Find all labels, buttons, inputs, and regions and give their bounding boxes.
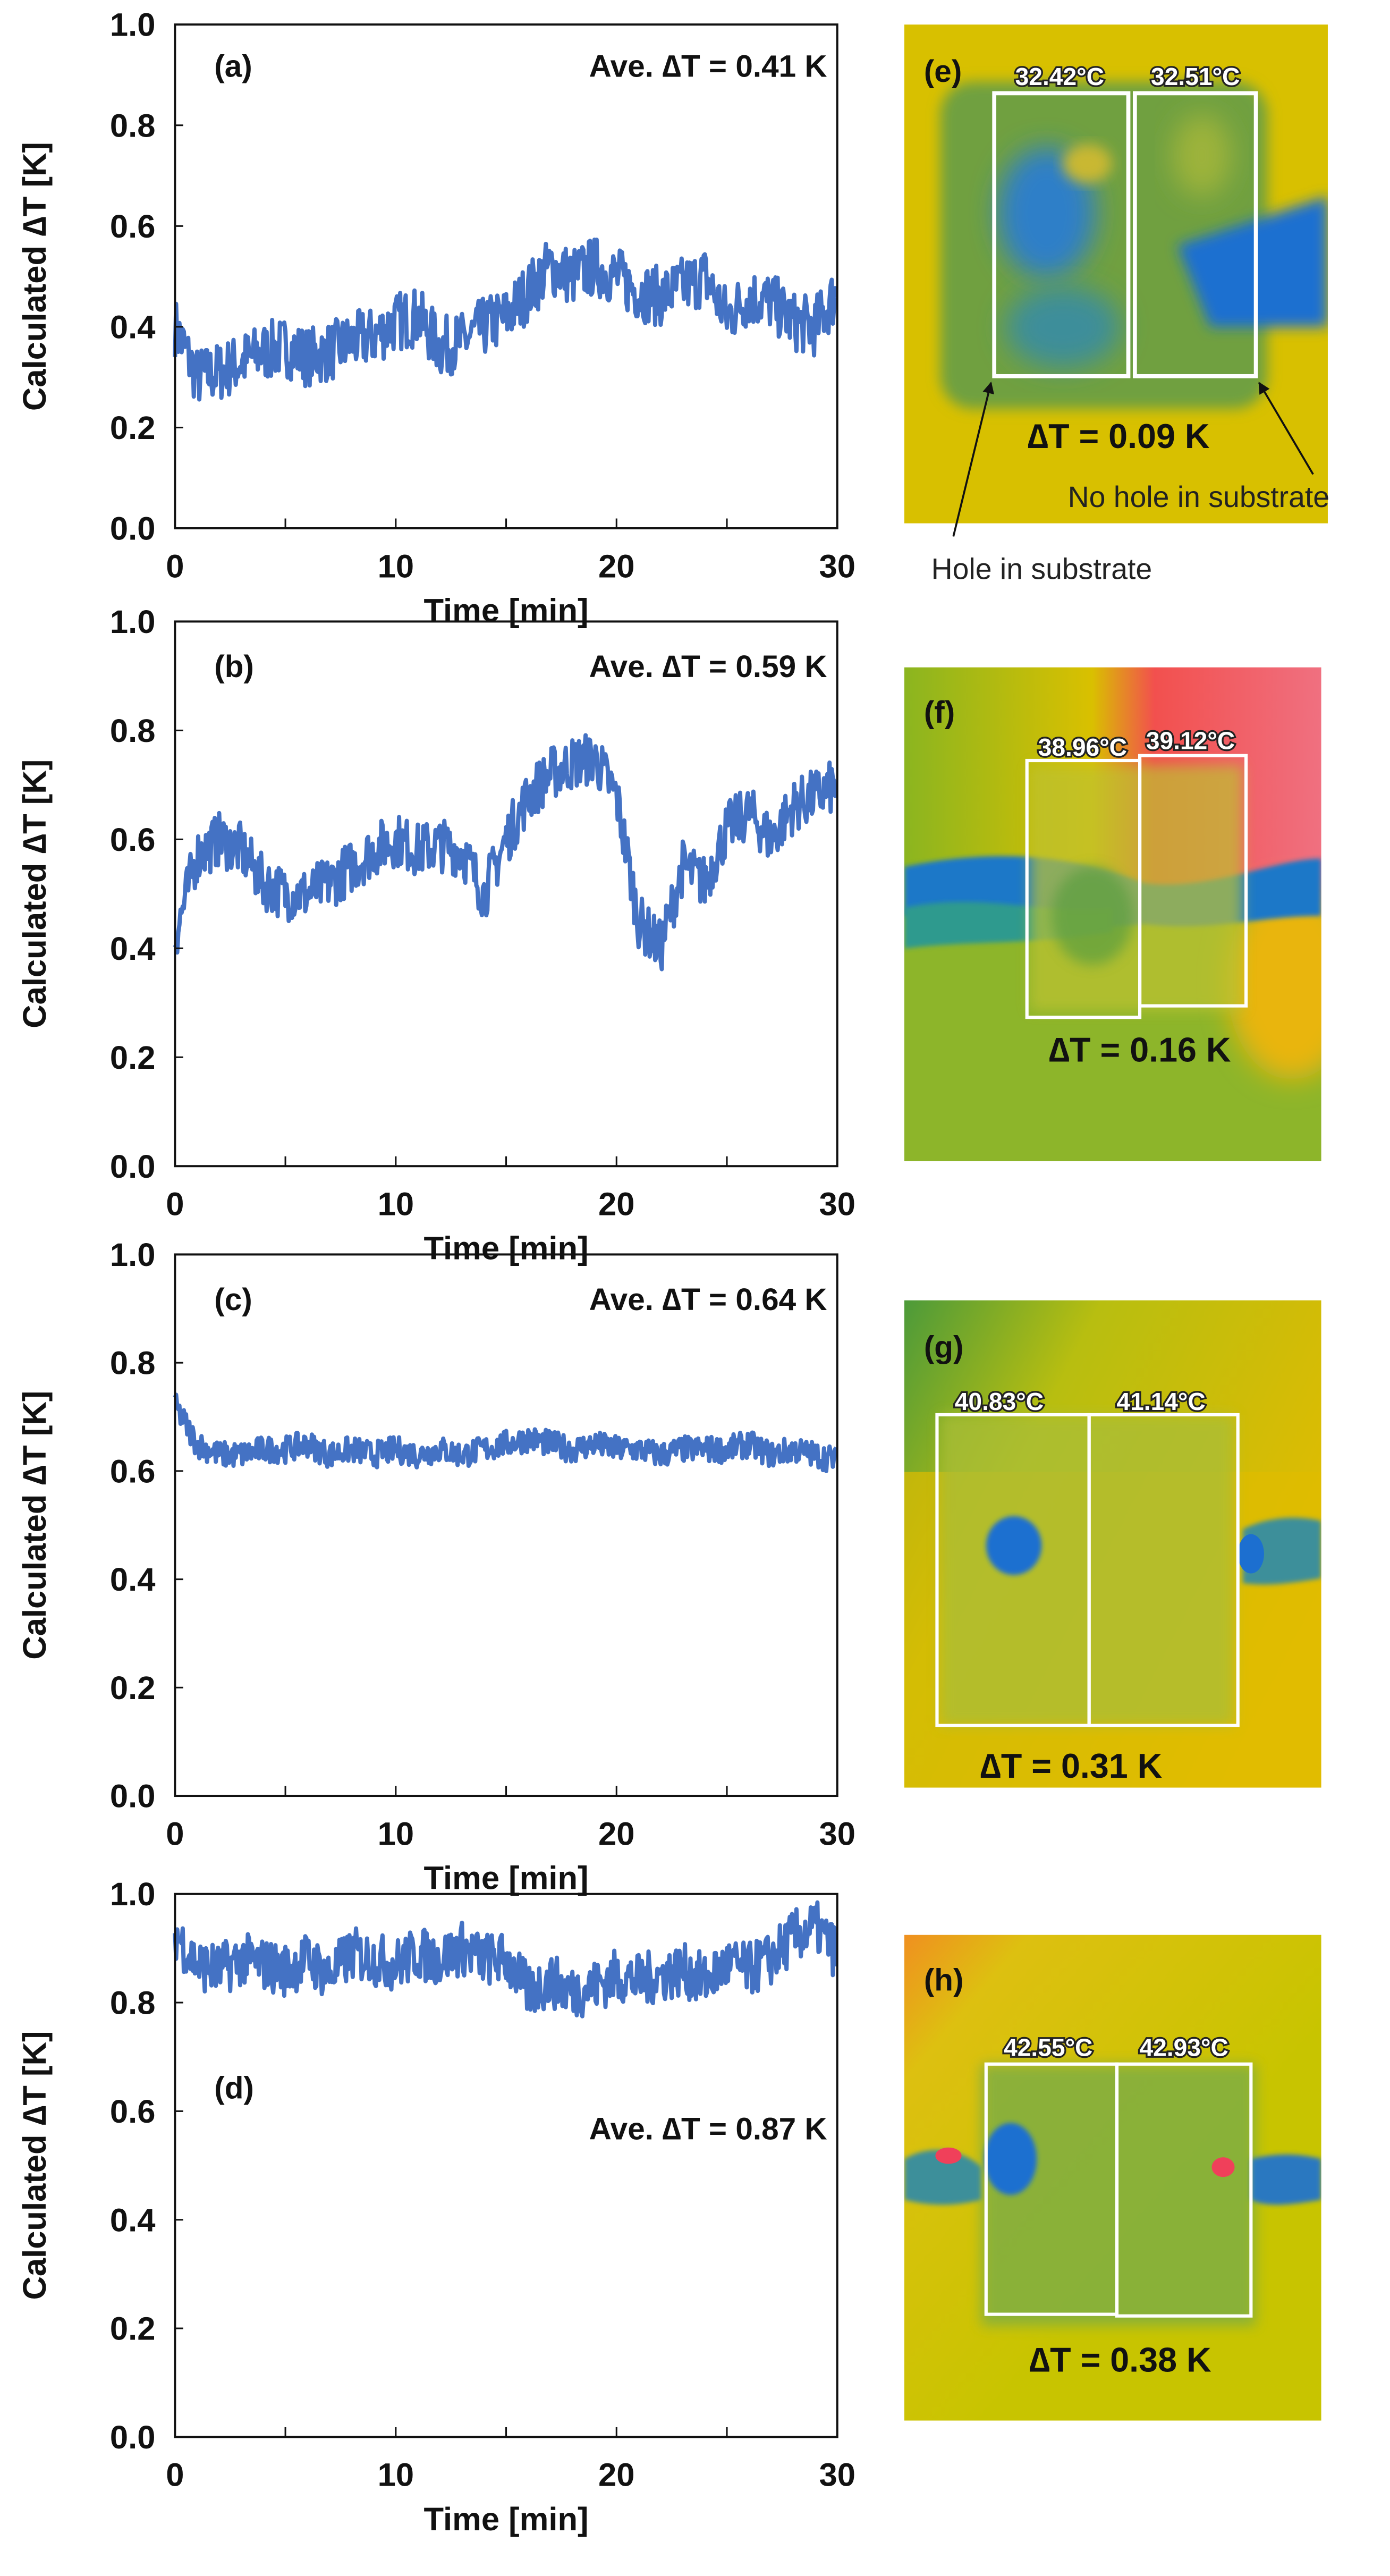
x-tick-label: 20 (598, 1186, 634, 1223)
y-tick-label: 0.0 (110, 2419, 156, 2456)
delta-t-label: ∆T = 0.16 K (1049, 1031, 1231, 1069)
x-tick-label: 20 (598, 1815, 634, 1852)
average-annotation: Ave. ∆T = 0.59 K (589, 649, 827, 684)
y-axis-title: Calculated ∆T [K] (16, 759, 53, 1028)
y-tick-label: 0.8 (110, 1985, 156, 2022)
left-roi-temp: 40.83°C (955, 1388, 1044, 1415)
y-tick-label: 1.0 (110, 7, 156, 44)
series-line (173, 238, 838, 402)
x-tick-label: 10 (378, 2457, 414, 2494)
panel-label-f: (f) (924, 695, 955, 730)
left-roi-temp: 32.42°C (1015, 63, 1104, 90)
y-tick-label: 1.0 (110, 1237, 156, 1273)
thermal-image-g: (g) 40.83°C 41.14°C ∆T = 0.31 K (904, 1300, 1321, 1788)
x-tick-label: 30 (819, 2457, 855, 2494)
delta-t-label: ∆T = 0.38 K (1029, 2341, 1211, 2379)
panel-label-g: (g) (924, 1330, 964, 1364)
y-tick-label: 1.0 (110, 1876, 156, 1913)
chart-panel-b: 0.0 0.2 0.4 0.6 0.8 1.0 0 10 20 30 Time [min] Calcu… (16, 604, 855, 1267)
right-roi-temp: 32.51°C (1151, 63, 1240, 90)
left-roi-temp: 38.96°C (1038, 733, 1127, 761)
y-tick-label: 0.6 (110, 1453, 156, 1490)
x-axis-title: Time [min] (424, 592, 589, 629)
x-tick-label: 10 (378, 1186, 414, 1223)
x-tick-label: 0 (166, 2457, 184, 2494)
x-tick-label: 0 (166, 1815, 184, 1852)
y-tick-label: 0.6 (110, 2093, 156, 2130)
y-tick-label: 0.8 (110, 1345, 156, 1382)
thermal-image-f: (f) 38.96°C 39.12°C ∆T = 0.16 K (904, 667, 1321, 1161)
panel-label: (a) (214, 49, 252, 84)
y-tick-label: 0.0 (110, 511, 156, 547)
x-tick-label: 30 (819, 548, 855, 585)
y-tick-label: 0.6 (110, 822, 156, 858)
y-axis-title: Calculated ∆T [K] (16, 142, 53, 411)
thermal-image-h: (h) 42.55°C 42.93°C ∆T = 0.38 K (904, 1935, 1321, 2421)
series-line (173, 733, 838, 972)
x-tick-label: 10 (378, 1815, 414, 1852)
average-annotation: Ave. ∆T = 0.87 K (589, 2112, 827, 2146)
y-tick-label: 0.8 (110, 713, 156, 749)
no-hole-arrow (1258, 382, 1314, 475)
x-axis-title: Time [min] (424, 1230, 589, 1267)
x-tick-label: 30 (819, 1186, 855, 1223)
right-roi-temp: 39.12°C (1146, 727, 1235, 754)
y-tick-label: 0.2 (110, 1040, 156, 1076)
y-axis-title: Calculated ∆T [K] (16, 2031, 53, 2300)
panel-label: (c) (214, 1282, 252, 1317)
x-axis-title: Time [min] (424, 2501, 589, 2538)
chart-panel-c: 0.0 0.2 0.4 0.6 0.8 1.0 0 10 20 30 Time [min] Calcu… (16, 1237, 855, 1897)
y-tick-label: 0.2 (110, 1670, 156, 1707)
x-tick-label: 0 (166, 1186, 184, 1223)
y-tick-label: 0.2 (110, 2311, 156, 2347)
left-roi-temp: 42.55°C (1004, 2033, 1092, 2061)
thermal-image-e: (e) 32.42°C 32.51°C ∆T = 0.09 K No hole … (904, 24, 1329, 585)
panel-label: (b) (214, 649, 254, 684)
plot-frame (174, 1253, 838, 1797)
panel-label-e: (e) (924, 54, 962, 89)
y-tick-label: 0.4 (110, 931, 156, 967)
hole-annotation: Hole in substrate (931, 552, 1152, 585)
right-roi-temp: 42.93°C (1140, 2033, 1228, 2061)
no-hole-annotation: No hole in substrate (1068, 480, 1330, 513)
plot-frame (174, 23, 838, 530)
y-axis-title: Calculated ∆T [K] (16, 1391, 53, 1660)
delta-t-label: ∆T = 0.09 K (1028, 417, 1210, 455)
y-tick-label: 0.6 (110, 208, 156, 245)
x-tick-label: 20 (598, 2457, 634, 2494)
right-roi-temp: 41.14°C (1116, 1388, 1205, 1415)
panel-label: (d) (214, 2071, 254, 2105)
y-tick-label: 0.4 (110, 1561, 156, 1598)
average-annotation: Ave. ∆T = 0.41 K (589, 49, 827, 84)
panel-label-h: (h) (924, 1963, 964, 1997)
y-tick-label: 0.0 (110, 1148, 156, 1185)
x-tick-label: 30 (819, 1815, 855, 1852)
y-tick-label: 1.0 (110, 604, 156, 640)
hole-arrow (952, 381, 995, 537)
y-tick-label: 0.0 (110, 1778, 156, 1815)
x-tick-label: 20 (598, 548, 634, 585)
y-tick-label: 0.8 (110, 107, 156, 144)
chart-panel-a: 0.0 0.2 0.4 0.6 0.8 1.0 0 10 20 30 Time [min] Calcu… (16, 7, 855, 629)
y-tick-label: 0.2 (110, 410, 156, 446)
chart-panel-d: 0.0 0.2 0.4 0.6 0.8 1.0 0 10 20 30 Time [min] Calcu… (16, 1876, 855, 2538)
x-tick-label: 10 (378, 548, 414, 585)
delta-t-label: ∆T = 0.31 K (980, 1747, 1162, 1785)
series-line (173, 1900, 838, 2018)
y-tick-label: 0.4 (110, 2202, 156, 2239)
x-tick-label: 0 (166, 548, 184, 585)
average-annotation: Ave. ∆T = 0.64 K (589, 1282, 827, 1317)
y-tick-label: 0.4 (110, 309, 156, 345)
series-line (173, 1392, 838, 1473)
x-axis-title: Time [min] (424, 1860, 589, 1896)
